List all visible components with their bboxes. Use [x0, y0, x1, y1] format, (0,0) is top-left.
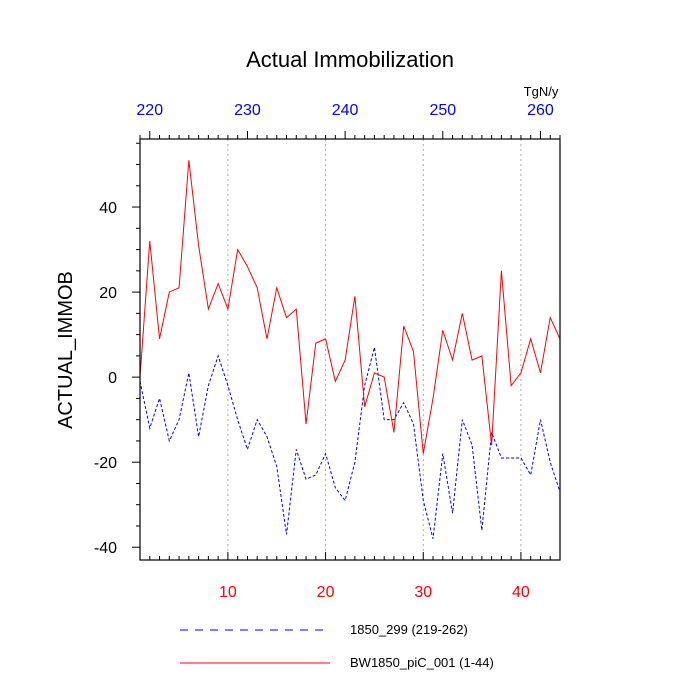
x-bottom-tick-label: 40: [512, 584, 530, 601]
legend-label-blue: 1850_299 (219-262): [350, 622, 468, 637]
x-bottom-tick-label: 30: [414, 584, 432, 601]
x-bottom-tick-label: 20: [317, 584, 335, 601]
y-tick-label: 0: [108, 370, 117, 387]
x-top-tick-label: 220: [136, 102, 163, 119]
x-top-tick-label: 260: [527, 102, 554, 119]
plot-frame: [139, 138, 561, 561]
y-axis-label: ACTUAL_IMMOB: [55, 271, 77, 429]
axis-ticks: [132, 131, 561, 560]
x-top-tick-label: 250: [429, 102, 456, 119]
tick-labels: 10 20 30 40 220 230 240 250 260 40 20 0 -20 -40: [94, 102, 554, 601]
legend-label-red: BW1850_piC_001 (1-44): [350, 655, 494, 670]
series-layer: [139, 160, 561, 539]
chart-title: Actual Immobilization: [246, 47, 454, 72]
legend: 1850_299 (219-262) BW1850_piC_001 (1-44): [180, 622, 494, 670]
y-tick-label: -20: [94, 455, 117, 472]
series-line-red: [139, 160, 561, 454]
y-tick-label: -40: [94, 540, 117, 557]
x-top-tick-label: 240: [332, 102, 359, 119]
y-tick-label: 40: [99, 200, 117, 217]
x-bottom-tick-label: 10: [219, 584, 237, 601]
x-top-tick-label: 230: [234, 102, 261, 119]
series-line-blue: [139, 347, 561, 539]
y-tick-label: 20: [99, 285, 117, 302]
gridlines: [227, 139, 522, 560]
units-label: TgN/y: [524, 84, 559, 99]
